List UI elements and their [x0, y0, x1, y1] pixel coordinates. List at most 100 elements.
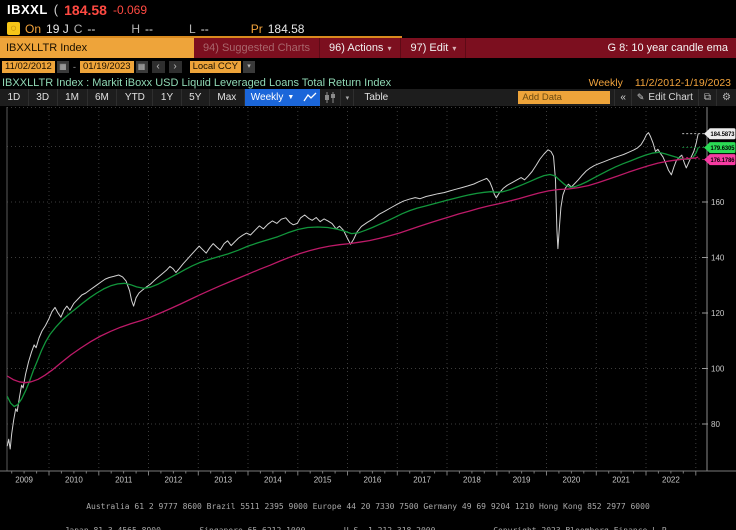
tab-6m[interactable]: 6M	[88, 89, 118, 106]
chart-title: IBXXLLTR Index : Markit iBoxx USD Liquid…	[2, 76, 392, 89]
edit-chart-button[interactable]: ✎ Edit Chart	[630, 89, 698, 106]
gridlines	[7, 107, 707, 471]
edit-chart-label: Edit Chart	[648, 92, 693, 103]
x-axis-year-label: 2020	[563, 476, 581, 485]
ema-slow-price-label: 176.1786	[682, 154, 736, 166]
last-price: 184.58	[64, 1, 107, 18]
calendar-icon[interactable]: ▦	[135, 61, 148, 73]
quote-summary-row: ◌ On 19 J C -- H -- L -- Pr 184.58	[0, 19, 736, 38]
x-axis-year-label: 2022	[662, 476, 680, 485]
low-label: L	[189, 21, 196, 36]
y-axis-tick: 120	[711, 309, 725, 318]
date-controls: 11/02/2012 ▦ - 01/19/2023 ▦ ‹ › Local CC…	[0, 58, 736, 76]
close-value: --	[87, 21, 96, 36]
prev-range-button[interactable]: ‹	[151, 61, 165, 73]
axes: 160 140 120 100 80 2009 2010 2011 2012 2013 2014 20…	[0, 107, 736, 485]
add-data-input[interactable]	[518, 91, 611, 104]
footer-phones-line2: Japan 81 3 4565 8900 Singapore 65 6212 1…	[0, 527, 736, 530]
pr-value: 184.58	[267, 21, 305, 36]
currency-select[interactable]: Local CCY	[189, 61, 241, 73]
low-value: --	[200, 21, 209, 36]
svg-text:176.1786: 176.1786	[711, 157, 735, 164]
security-ticker: IBXXL	[7, 2, 48, 17]
frequency-button-label: Weekly	[250, 92, 284, 103]
bloomberg-function-icon: ◌	[7, 22, 20, 35]
y-axis-tick: 100	[711, 365, 725, 374]
line-chart-icon[interactable]	[300, 89, 321, 106]
footer-phones-line1: Australia 61 2 9777 8600 Brazil 5511 239…	[86, 501, 650, 511]
terminal-footer: Australia 61 2 9777 8600 Brazil 5511 239…	[0, 486, 736, 530]
tab-3d[interactable]: 3D	[29, 89, 58, 106]
suggested-charts-button[interactable]: 94) Suggested Charts	[194, 38, 321, 58]
x-axis-year-label: 2009	[15, 476, 33, 485]
svg-text:179.6305: 179.6305	[711, 145, 735, 152]
x-axis-year-label: 2012	[165, 476, 183, 485]
price-change: -0.069	[112, 2, 147, 17]
chevron-down-icon: ▾	[387, 43, 392, 53]
edit-menu[interactable]: 97) Edit ▾	[401, 38, 467, 58]
frequency-label: Weekly	[588, 76, 623, 89]
table-button[interactable]: Table	[364, 92, 389, 103]
y-axis-tick: 80	[711, 420, 720, 429]
gear-icon[interactable]: ⚙	[716, 89, 736, 106]
close-label: C	[73, 21, 83, 36]
chart-title-row: IBXXLLTR Index : Markit iBoxx USD Liquid…	[0, 76, 736, 89]
security-header: IBXXL ( 184.58 -0.069	[0, 0, 736, 19]
x-axis-year-label: 2013	[214, 476, 232, 485]
frequency-dropdown[interactable]: Weekly ▼	[244, 89, 301, 106]
ema-fast-line	[6, 147, 699, 408]
x-axis-year-label: 2017	[413, 476, 431, 485]
edit-label: 97) Edit	[410, 42, 449, 54]
chart-type-dropdown-icon[interactable]: ▾	[341, 89, 355, 106]
panel-divider	[0, 36, 402, 38]
date-from-field[interactable]: 11/02/2012	[2, 61, 55, 73]
calendar-icon[interactable]: ▦	[56, 61, 69, 73]
high-label: H	[131, 21, 141, 36]
date-to-field[interactable]: 01/19/2023	[80, 61, 134, 73]
on-label: On	[25, 21, 42, 36]
pop-out-chart-icon[interactable]: ⧉	[697, 89, 716, 106]
next-range-button[interactable]: ›	[168, 61, 182, 73]
actions-menu[interactable]: 96) Actions ▾	[320, 38, 402, 58]
price-line	[6, 132, 699, 450]
x-axis-year-label: 2010	[65, 476, 83, 485]
actions-label: 96) Actions	[329, 42, 384, 54]
ema-slow-line	[6, 156, 699, 384]
saved-chart-name: G 8: 10 year candle ema	[607, 42, 728, 54]
date-range-separator: -	[72, 61, 77, 73]
price-paren: (	[53, 2, 59, 17]
ema-fast-price-label: 179.6305	[682, 142, 736, 154]
tab-1d[interactable]: 1D	[0, 89, 29, 106]
chevron-down-icon: ▾	[452, 43, 457, 53]
quote-date: 19 J	[46, 21, 69, 36]
x-axis-year-label: 2019	[513, 476, 531, 485]
price-price-label: 184.5873	[682, 128, 736, 140]
x-axis-year-label: 2021	[612, 476, 630, 485]
y-axis-tick: 140	[711, 254, 725, 263]
high-value: --	[145, 21, 154, 36]
chevrons-left-icon: «	[620, 92, 626, 103]
x-axis-year-label: 2015	[314, 476, 332, 485]
x-axis-year-label: 2016	[364, 476, 382, 485]
y-axis-tick: 160	[711, 198, 725, 207]
svg-text:184.5873: 184.5873	[711, 131, 735, 138]
security-input[interactable]: IBXXLLTR Index	[0, 38, 194, 58]
chevron-down-icon: ▼	[287, 94, 295, 101]
pr-label: Pr	[250, 21, 263, 36]
date-range-label: 11/2/2012-1/19/2023	[634, 76, 731, 89]
x-axis-year-label: 2018	[463, 476, 481, 485]
collapse-toolbar-button[interactable]: «	[614, 89, 631, 106]
tab-1y[interactable]: 1Y	[153, 89, 182, 106]
tab-max[interactable]: Max	[210, 89, 245, 106]
tab-5y[interactable]: 5Y	[182, 89, 210, 106]
chevron-down-icon[interactable]: ▾	[242, 61, 255, 73]
tab-1m[interactable]: 1M	[58, 89, 88, 106]
candle-chart-icon[interactable]	[320, 89, 342, 106]
pencil-icon: ✎	[636, 92, 645, 102]
x-axis-year-label: 2014	[264, 476, 282, 485]
price-chart[interactable]: 160 140 120 100 80 2009 2010 2011 2012 2013 2014 20…	[0, 107, 736, 530]
tab-ytd[interactable]: YTD	[117, 89, 154, 106]
x-axis-year-label: 2011	[115, 476, 133, 485]
chart-toolbar: 1D 3D 1M 6M YTD 1Y 5Y Max Weekly ▼ ▾ Tab…	[0, 89, 736, 107]
